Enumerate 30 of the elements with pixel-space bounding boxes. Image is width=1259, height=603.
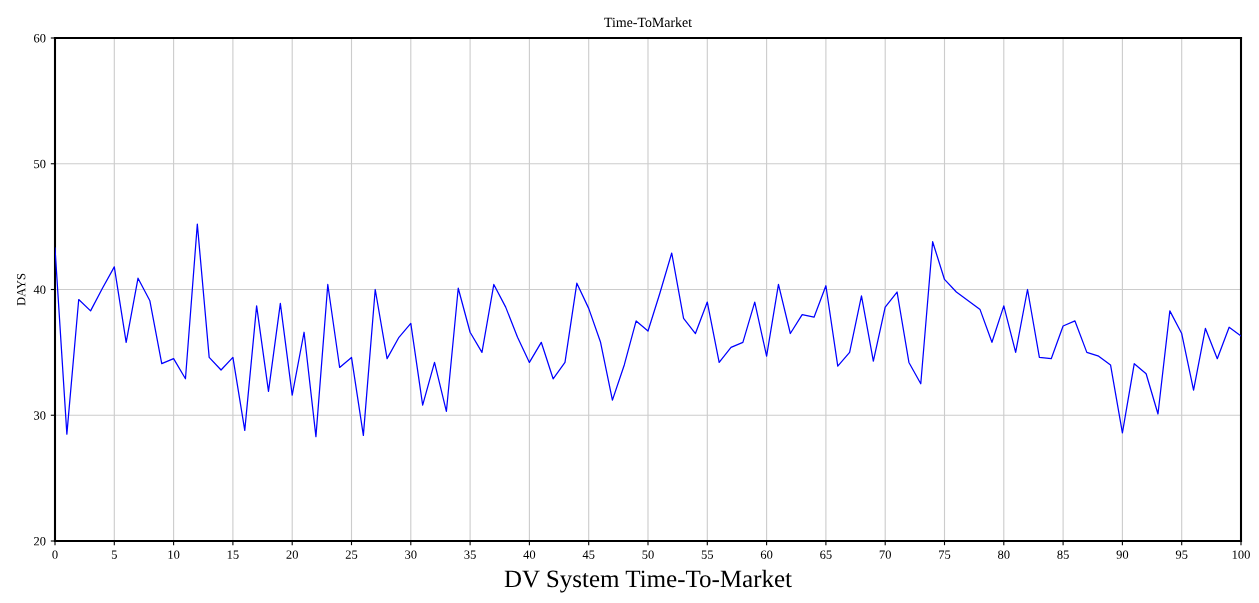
line-series [55,223,1241,438]
x-tick-label: 80 [998,550,1010,559]
x-tick-label: 60 [760,550,773,559]
x-tick-label: 20 [286,550,298,559]
x-tick-label: 55 [701,550,714,559]
x-tick-label: 25 [345,550,358,559]
x-tick-label: 90 [1116,550,1129,559]
x-tick-label: 45 [582,550,595,559]
x-tick-label: 100 [1232,550,1250,559]
y-tick-label: 40 [33,285,46,294]
chart-title: Time-ToMarket [604,17,692,28]
y-axis-title: DAYS [16,273,26,306]
y-tick-label: 30 [34,411,46,420]
x-tick-label: 0 [52,550,58,559]
y-tick-label: 60 [34,34,46,43]
x-tick-label: 95 [1175,550,1188,559]
y-tick-label: 20 [34,537,46,546]
x-tick-label: 15 [227,550,239,559]
x-tick-label: 30 [405,550,417,559]
x-tick-label: 75 [939,550,951,559]
x-tick-label: 10 [168,550,180,559]
x-tick-label: 70 [879,550,891,559]
x-tick-label: 5 [111,550,117,559]
x-axis-title: DV System Time-To-Market [504,569,792,593]
x-tick-label: 50 [642,550,654,559]
x-tick-label: 40 [523,550,536,559]
x-tick-label: 65 [820,550,832,559]
y-tick-label: 50 [34,159,46,169]
x-tick-label: 35 [464,550,476,559]
x-tick-label: 85 [1057,550,1069,559]
